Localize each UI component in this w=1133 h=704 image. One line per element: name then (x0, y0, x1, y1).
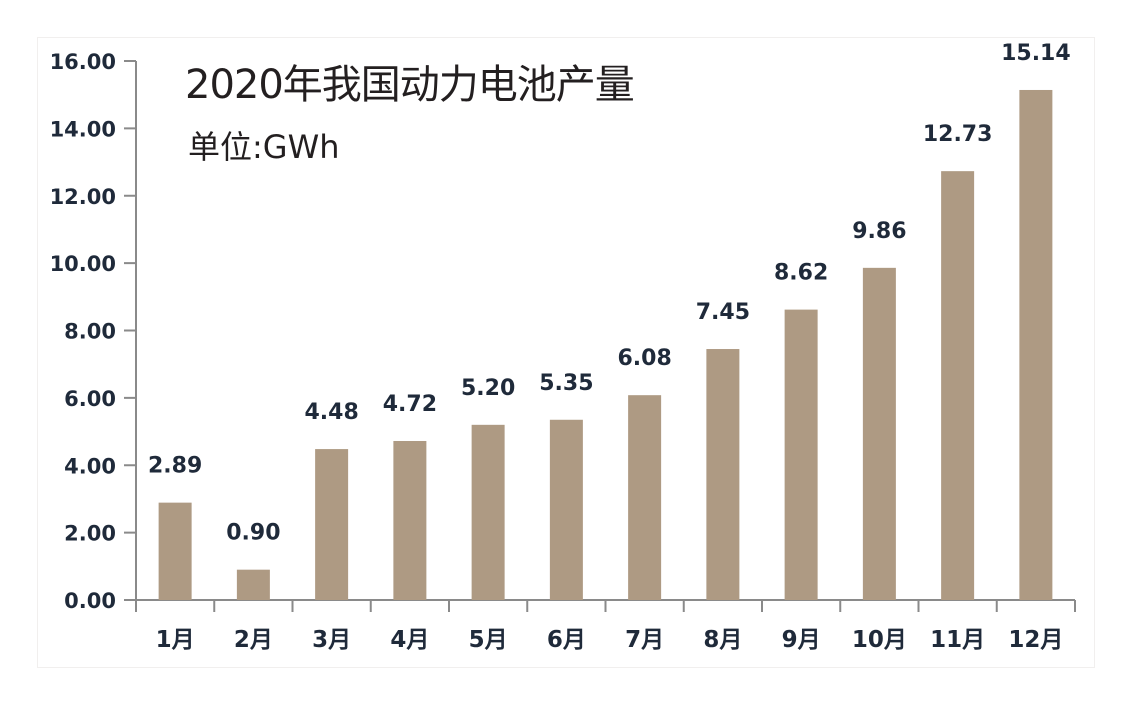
x-tick-label: 6月 (547, 627, 586, 653)
x-tick-label: 7月 (625, 627, 664, 653)
chart-frame (37, 37, 1095, 668)
bar (862, 267, 896, 600)
x-tick-label: 9月 (782, 627, 821, 653)
bar (393, 440, 427, 600)
bar (706, 349, 740, 600)
y-tick-label: 16.00 (50, 50, 116, 74)
y-tick-label: 10.00 (50, 252, 116, 276)
y-tick-label: 14.00 (50, 117, 116, 141)
x-tick-label: 12月 (1008, 627, 1063, 653)
data-label: 6.08 (617, 346, 671, 371)
data-label: 5.35 (539, 371, 593, 396)
bar (158, 502, 192, 600)
x-tick-label: 11月 (930, 627, 985, 653)
x-tick-label: 8月 (703, 627, 742, 653)
x-axis: 1月 2月 3月 4月 5月 6月 7月 8月 9月 10月 11月 12月 (135, 599, 1076, 653)
data-label: 9.86 (852, 219, 906, 244)
data-label: 15.14 (1001, 41, 1071, 66)
bar (628, 395, 662, 600)
bar (236, 569, 270, 600)
bar (471, 424, 505, 600)
data-label: 0.90 (226, 521, 280, 546)
bar (941, 171, 975, 600)
data-labels: 2.89 0.90 4.48 4.72 5.20 5.35 6.08 7.45 8.62 9.86… (148, 41, 1071, 546)
y-tick-label: 12.00 (50, 185, 116, 209)
data-label: 4.48 (304, 400, 358, 425)
data-label: 7.45 (696, 300, 750, 325)
chart-title: 2020年我国动力电池产量 (185, 62, 635, 108)
x-tick-label: 1月 (156, 627, 195, 653)
data-label: 8.62 (774, 261, 828, 286)
bar (315, 449, 349, 600)
data-label: 12.73 (923, 122, 993, 147)
data-label: 2.89 (148, 454, 202, 479)
bar (784, 309, 818, 600)
data-label: 4.72 (383, 392, 437, 417)
bar (1019, 89, 1053, 600)
y-tick-label: 2.00 (64, 522, 116, 546)
y-tick-label: 8.00 (64, 320, 116, 344)
y-tick-label: 0.00 (64, 589, 116, 613)
x-tick-label: 3月 (312, 627, 351, 653)
chart-unit-label: 单位:GWh (188, 128, 340, 166)
y-tick-label: 6.00 (64, 387, 116, 411)
x-tick-label: 4月 (390, 627, 429, 653)
data-label: 5.20 (461, 376, 515, 401)
y-tick-label: 4.00 (64, 454, 116, 478)
x-tick-label: 2月 (234, 627, 273, 653)
bars (158, 89, 1053, 600)
x-tick-label: 5月 (469, 627, 508, 653)
x-tick-label: 10月 (852, 627, 907, 653)
bar (549, 419, 583, 600)
y-axis: 0.00 2.00 4.00 6.00 8.00 10.00 12.00 14.00 16.00 (50, 50, 137, 613)
